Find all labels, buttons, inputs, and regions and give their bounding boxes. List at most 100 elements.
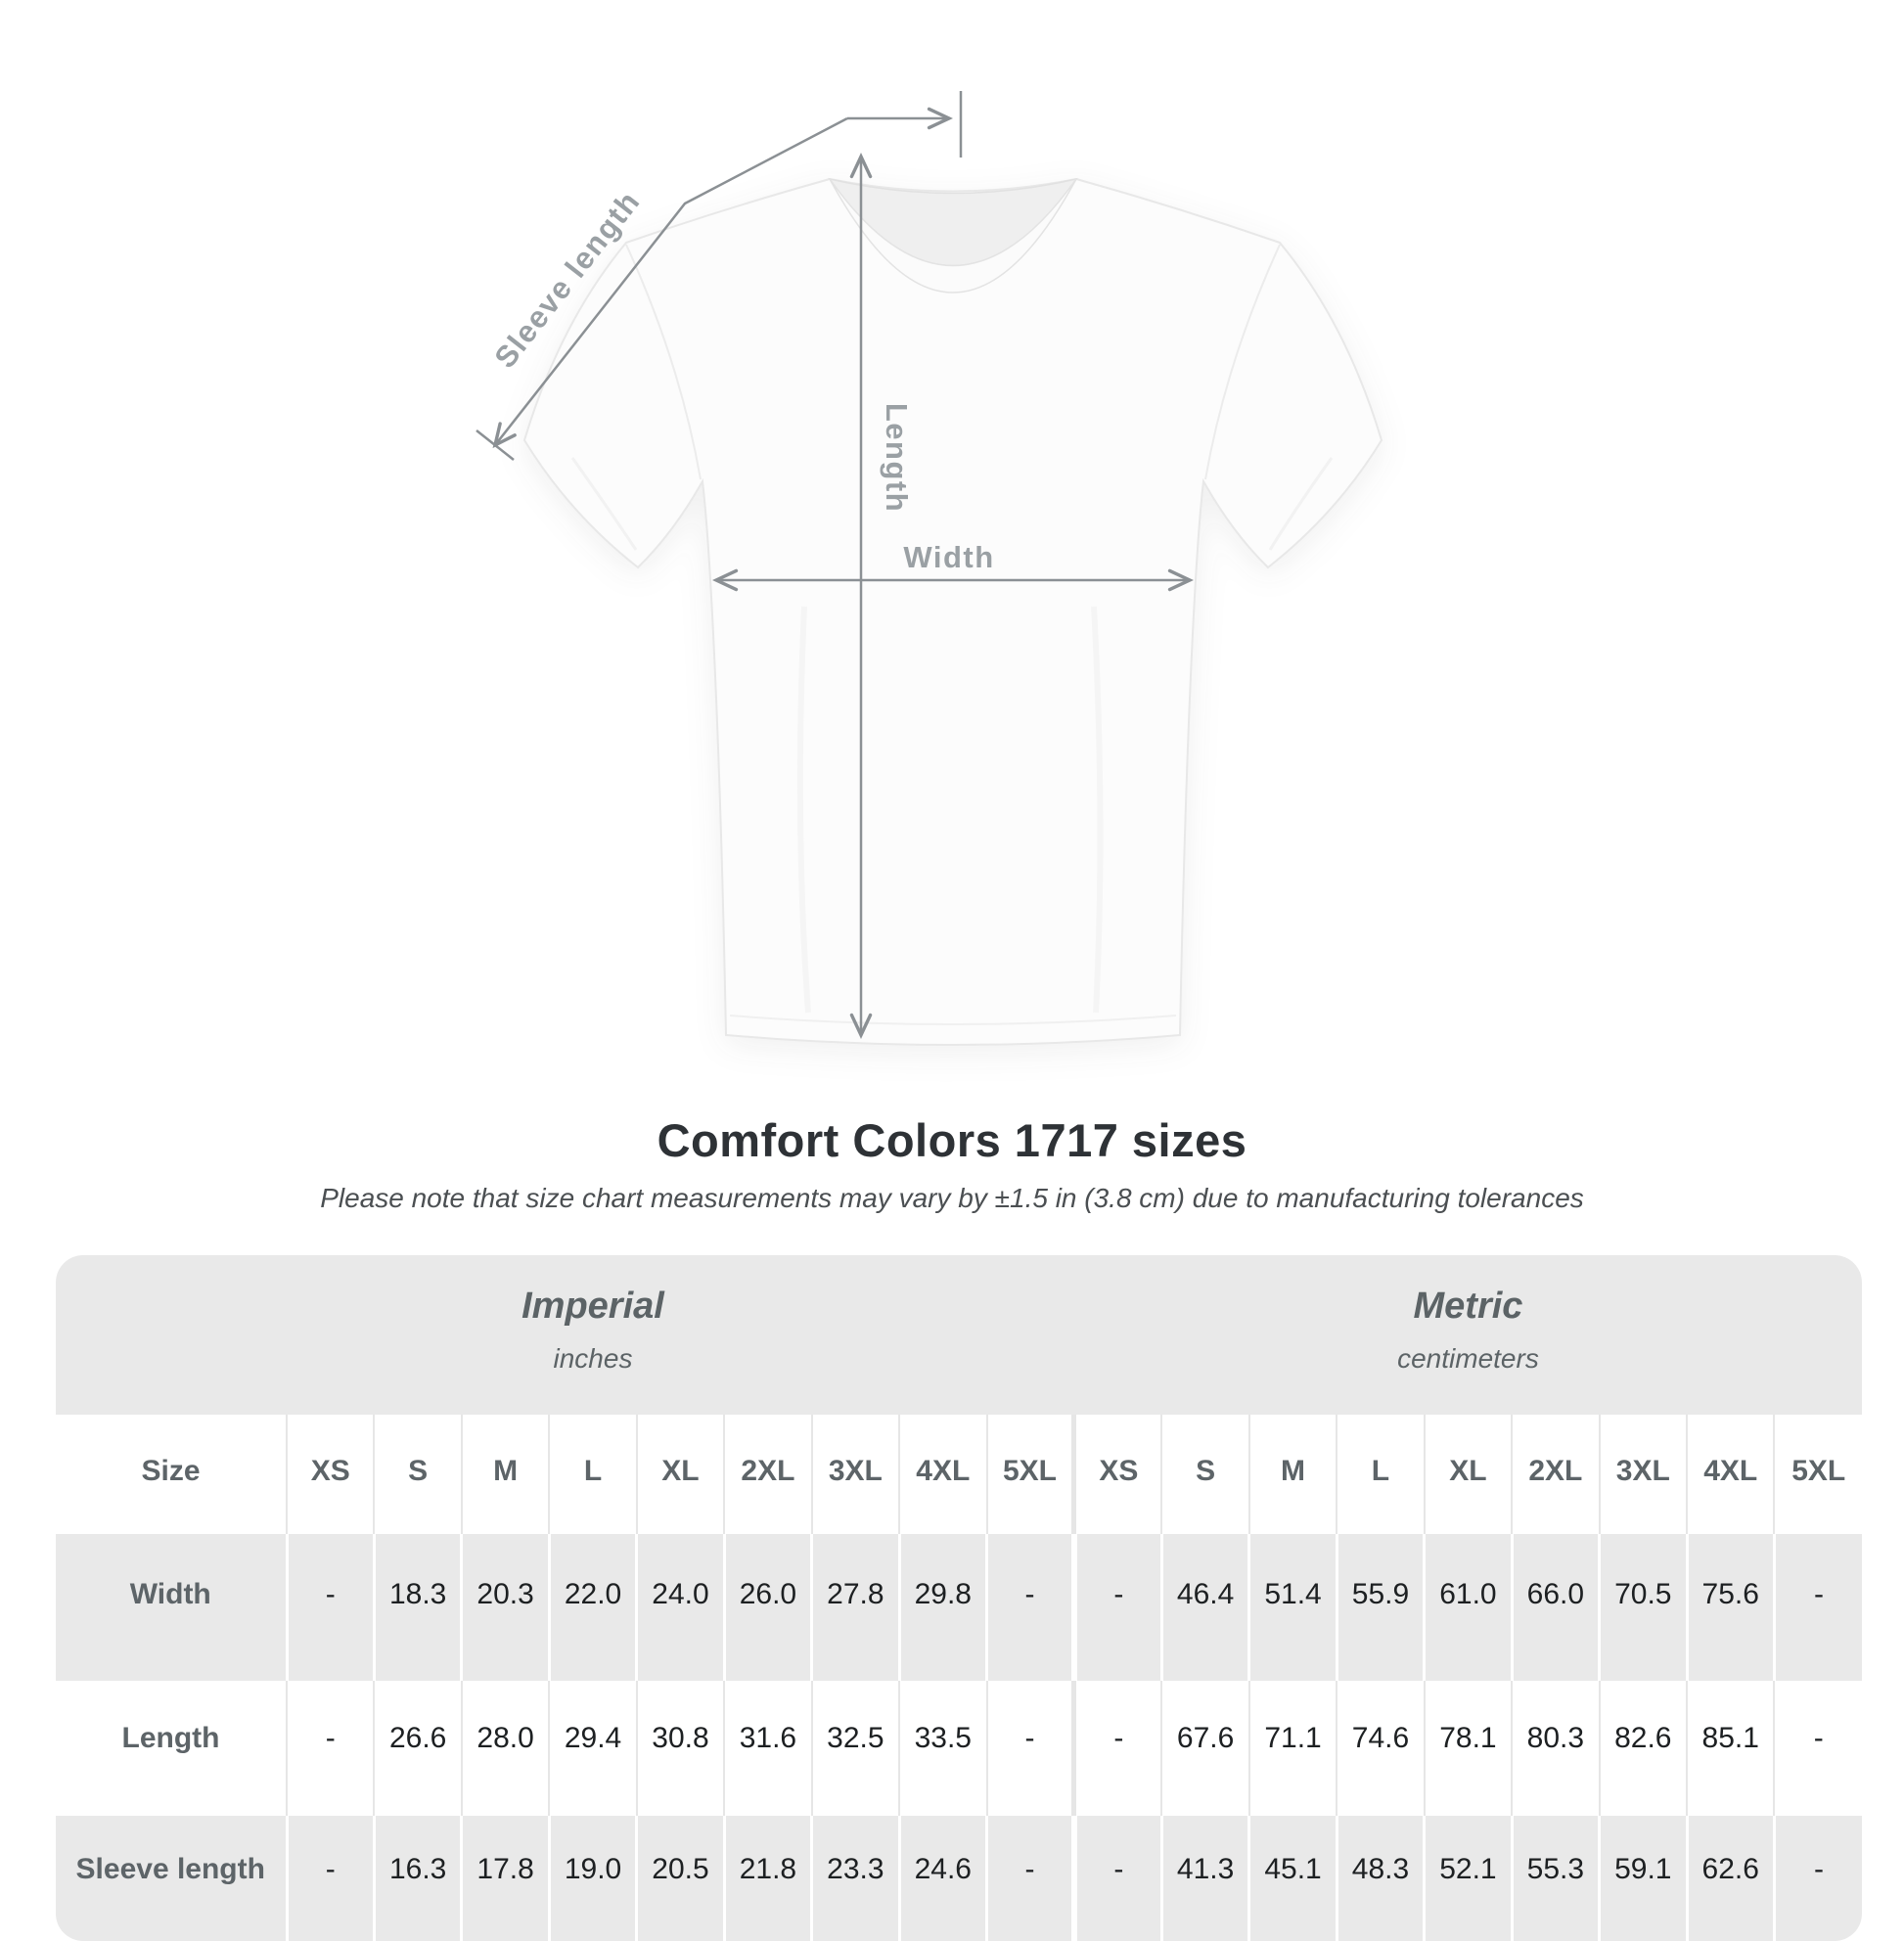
tshirt-body (522, 177, 1383, 1046)
sleeve-measure-diagonal (492, 116, 848, 449)
size-value-cell: 75.6 (1685, 1534, 1775, 1681)
size-value-cell: 32.5 (810, 1681, 900, 1816)
row-label: Sleeve length (56, 1816, 287, 1941)
size-value-cell: 16.3 (372, 1816, 462, 1941)
unit-group-metric: Metric centimeters (1073, 1255, 1862, 1415)
table-row-length: Length - 26.6 28.0 29.4 30.8 31.6 32.5 3… (56, 1681, 1862, 1816)
size-value-cell: - (1772, 1816, 1862, 1941)
size-value-cell: 45.1 (1247, 1816, 1337, 1941)
seam-line (1204, 244, 1281, 480)
size-value-cell: - (1071, 1681, 1162, 1816)
fold-shadow (796, 606, 811, 1014)
size-value-cell: 24.6 (897, 1816, 987, 1941)
size-column-header: 4XL (1685, 1415, 1775, 1534)
size-value-cell: 48.3 (1335, 1816, 1425, 1941)
unit-band-row: Imperial inches Metric centimeters (56, 1255, 1862, 1415)
size-value-cell: 28.0 (460, 1681, 550, 1816)
tshirt-size-diagram: Sleeve length Length Width (476, 91, 1383, 1046)
size-value-cell: - (1772, 1534, 1862, 1681)
size-column-header: XS (285, 1415, 375, 1534)
size-column-header: S (1160, 1415, 1249, 1534)
size-table: Imperial inches Metric centimeters Size … (56, 1255, 1862, 1941)
size-value-cell: 27.8 (810, 1534, 900, 1681)
size-value-cell: - (1070, 1816, 1162, 1941)
size-value-cell: 30.8 (635, 1681, 725, 1816)
size-value-cell: 55.9 (1335, 1534, 1425, 1681)
unit-group-name: Metric (1413, 1285, 1523, 1327)
size-value-cell: 19.0 (547, 1816, 637, 1941)
sleeve-end-tick (476, 429, 515, 461)
size-value-cell: 23.3 (810, 1816, 900, 1941)
width-label: Width (903, 540, 994, 574)
length-label: Length (880, 403, 914, 513)
size-value-cell: 26.6 (373, 1681, 462, 1816)
size-value-cell: 46.4 (1159, 1534, 1249, 1681)
size-value-cell: - (984, 1534, 1074, 1681)
size-value-cell: 78.1 (1423, 1681, 1513, 1816)
unit-group-unit: centimeters (1397, 1342, 1539, 1374)
size-value-cell: - (285, 1681, 375, 1816)
tolerance-note: Please note that size chart measurements… (320, 1183, 1584, 1213)
size-value-cell: - (985, 1681, 1074, 1816)
size-column-header: 3XL (1598, 1415, 1687, 1534)
fold-shadow (570, 457, 638, 551)
seam-line (729, 1015, 1177, 1025)
table-row-sleeve-length: Sleeve length - 16.3 17.8 19.0 20.5 21.8… (56, 1816, 1862, 1941)
size-column-header: XS (1071, 1415, 1162, 1534)
size-value-cell: - (285, 1534, 375, 1681)
size-value-cell: 61.0 (1423, 1534, 1513, 1681)
size-column-header: M (1247, 1415, 1337, 1534)
size-value-cell: 71.1 (1247, 1681, 1337, 1816)
size-column-header: 4XL (898, 1415, 987, 1534)
size-value-cell: - (285, 1816, 375, 1941)
size-value-cell: 66.0 (1510, 1534, 1600, 1681)
size-value-cell: 33.5 (898, 1681, 987, 1816)
size-value-cell: 31.6 (723, 1681, 812, 1816)
size-corner-label: Size (56, 1415, 287, 1534)
size-value-cell: - (1773, 1681, 1862, 1816)
table-row-width: Width - 18.3 20.3 22.0 24.0 26.0 27.8 29… (56, 1534, 1862, 1681)
size-value-cell: 26.0 (722, 1534, 812, 1681)
collar-band (829, 178, 1077, 293)
size-value-cell: 29.4 (548, 1681, 637, 1816)
fold-shadow (1091, 606, 1104, 1014)
fold-shadow (1268, 457, 1334, 551)
length-measure-line: Length (849, 152, 914, 1040)
size-value-cell: 29.8 (897, 1534, 987, 1681)
width-measure-line: Width (711, 540, 1195, 592)
size-value-cell: 55.3 (1510, 1816, 1600, 1941)
size-value-cell: 52.1 (1423, 1816, 1513, 1941)
size-column-header: 5XL (985, 1415, 1074, 1534)
size-value-cell: 59.1 (1598, 1816, 1687, 1941)
size-column-header: L (1336, 1415, 1425, 1534)
size-value-cell: 18.3 (372, 1534, 462, 1681)
row-label: Length (56, 1681, 287, 1816)
size-value-cell: 24.0 (635, 1534, 725, 1681)
size-column-header: XL (1423, 1415, 1513, 1534)
size-value-cell: 20.3 (460, 1534, 550, 1681)
size-value-cell: 67.6 (1160, 1681, 1249, 1816)
seam-line (625, 244, 702, 480)
size-value-cell: 21.8 (722, 1816, 812, 1941)
page-title: Comfort Colors 1717 sizes (657, 1114, 1247, 1166)
size-value-cell: 70.5 (1598, 1534, 1687, 1681)
size-value-cell: 17.8 (460, 1816, 550, 1941)
size-value-cell: 82.6 (1598, 1681, 1687, 1816)
size-column-header: 2XL (723, 1415, 812, 1534)
tshirt-illustration (522, 177, 1383, 1046)
size-value-cell: 20.5 (635, 1816, 725, 1941)
row-label: Width (56, 1534, 287, 1681)
size-column-header: 3XL (810, 1415, 900, 1534)
size-value-cell: 80.3 (1511, 1681, 1600, 1816)
size-column-header: M (460, 1415, 550, 1534)
size-value-cell: - (984, 1816, 1074, 1941)
size-value-cell: 41.3 (1159, 1816, 1249, 1941)
unit-group-unit: inches (553, 1342, 633, 1374)
unit-group-name: Imperial (521, 1285, 664, 1327)
size-header-row: Size XS S M L XL 2XL 3XL 4XL 5XL XS S M … (56, 1415, 1862, 1534)
size-value-cell: 22.0 (547, 1534, 637, 1681)
size-value-cell: - (1070, 1534, 1162, 1681)
size-value-cell: 62.6 (1685, 1816, 1775, 1941)
size-column-header: S (373, 1415, 462, 1534)
size-column-header: XL (635, 1415, 725, 1534)
